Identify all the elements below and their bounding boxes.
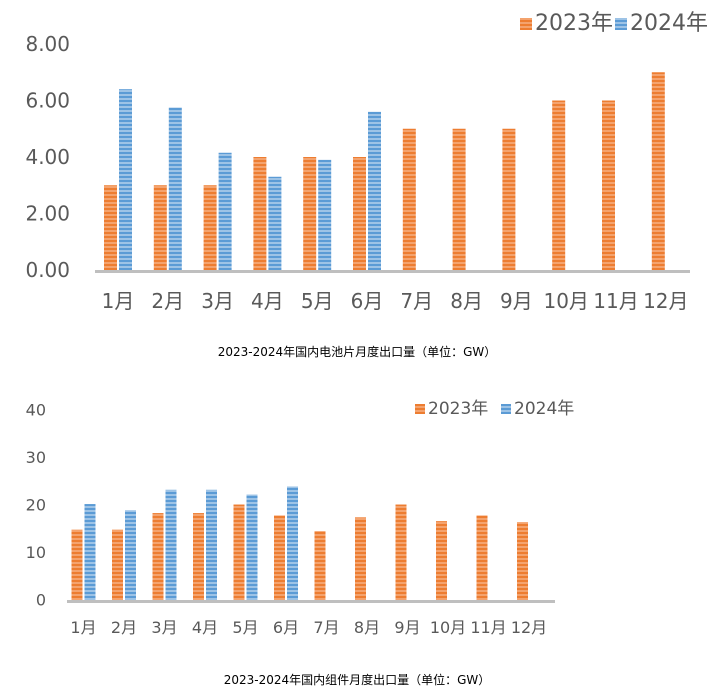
chart1-bar-2023 [203,185,217,270]
chart1-bar-2023 [303,157,317,270]
chart1-ytick: 8.00 [25,32,70,56]
chart1-bar-2023 [253,157,267,270]
chart1-xtick: 11月 [593,289,638,313]
chart2-bar-2023 [314,531,326,600]
chart1-xtick: 8月 [450,289,483,313]
chart2-legend-swatch [501,404,511,414]
chart1-xtick: 3月 [201,289,234,313]
chart1-bar-2024 [268,176,282,270]
chart2-ytick: 10 [26,543,46,562]
chart2-ytick: 40 [26,401,46,420]
chart1-bar-2023 [651,72,665,270]
chart2-xtick: 5月 [232,618,258,637]
chart2-bar-2023 [355,517,366,600]
chart1-xtick: 6月 [351,289,384,313]
chart1-bar-2024 [119,89,132,270]
chart2-bar-2023 [274,515,285,600]
chart2-ytick: 30 [26,448,46,467]
chart2-bar-2024 [246,494,258,600]
chart2-bar-2023 [112,529,123,600]
chart1-bar-2023 [104,185,117,270]
chart2-legend-swatch [415,404,425,414]
chart1-bar-2024 [168,107,182,270]
chart2-ytick: 20 [26,496,46,515]
chart1-xtick: 9月 [500,289,533,313]
chart1-ytick: 0.00 [25,258,70,282]
chart2-bar-2024 [165,489,177,600]
chart2-ytick: 0 [36,591,46,610]
chart2-xtick: 10月 [430,618,466,637]
chart2-bar-2024 [287,486,298,600]
chart2-bar-2023 [152,513,164,600]
chart2-bar-2023 [233,504,245,600]
chart2-bar-2024 [206,489,217,600]
chart2-bar-2023 [71,529,83,600]
chart1-bar-2023 [153,185,167,270]
chart2-legend-label: 2024年 [514,399,574,419]
chart1-legend-swatch [615,18,627,30]
chart1-legend-label: 2023年 [535,11,613,36]
chart1-bar-2023 [402,128,416,270]
chart1-xtick: 5月 [301,289,334,313]
chart1-ytick: 4.00 [25,145,70,169]
chart1-bar-2024 [368,111,381,270]
chart1-legend-label: 2024年 [630,11,708,36]
chart2-xtick: 9月 [394,618,420,637]
chart1-bar-2024 [318,159,332,270]
chart1-ytick: 2.00 [25,202,70,226]
chart2-legend-label: 2023年 [428,399,488,419]
chart1-bar-2023 [452,128,466,270]
chart1-bar-2023 [602,100,615,270]
chart2-bar-2023 [193,513,204,600]
chart1-ytick: 6.00 [25,89,70,113]
chart2-bar-2023 [517,522,528,600]
chart1-xtick: 7月 [400,289,433,313]
chart2-xtick: 3月 [151,618,177,637]
chart2-xtick: 2月 [111,618,137,637]
chart2-bar-2024 [125,510,136,600]
chart1-legend-swatch [520,18,532,30]
chart2-bar-2023 [436,521,447,600]
chart1-bar-2023 [502,128,516,270]
chart2-xtick: 1月 [70,618,96,637]
chart1-bar-2023 [552,100,566,270]
chart1-bar-2023 [353,157,366,270]
chart2-xtick: 7月 [313,618,339,637]
chart2-bar-2023 [395,504,407,600]
chart1-caption: 2023-2024年国内电池片月度出口量（单位：GW） [218,344,497,359]
chart1-xtick: 10月 [543,289,588,313]
chart1-bar-2024 [218,152,232,270]
chart2-caption: 2023-2024年国内组件月度出口量（单位：GW） [224,672,491,687]
chart2-xtick: 4月 [192,618,218,637]
chart2-bar-2024 [84,504,96,600]
chart1-xtick: 12月 [643,289,688,313]
chart2-xtick: 12月 [511,618,547,637]
chart2-xtick: 6月 [273,618,299,637]
chart1-xtick: 1月 [102,289,135,313]
chart2-bar-2023 [476,515,488,600]
chart1-xtick: 2月 [151,289,184,313]
chart2-xtick: 8月 [354,618,380,637]
chart2-xtick: 11月 [470,618,506,637]
chart1-xtick: 4月 [251,289,284,313]
